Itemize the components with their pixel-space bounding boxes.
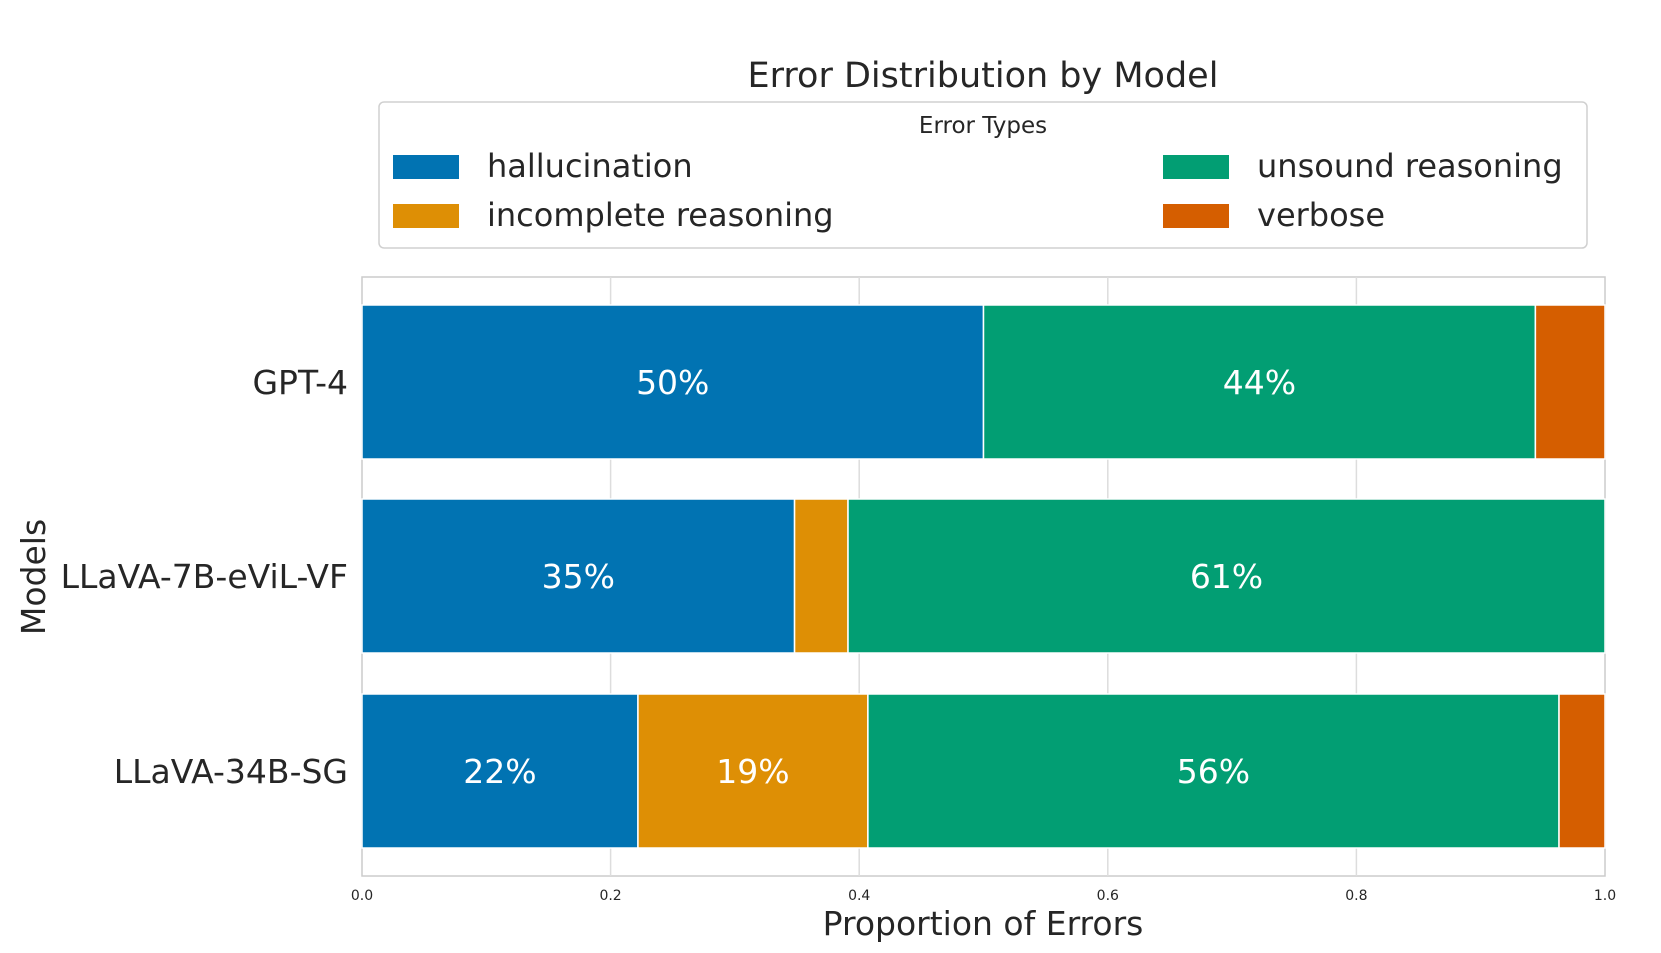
y-tick-label: GPT-4 bbox=[252, 363, 348, 402]
bar-segment bbox=[793, 498, 849, 654]
legend-label: incomplete reasoning bbox=[487, 196, 834, 234]
bar-segment bbox=[847, 498, 1606, 654]
legend-frame bbox=[378, 101, 1588, 249]
x-tick-label: 0.4 bbox=[848, 888, 870, 904]
bar-segment bbox=[1558, 693, 1606, 849]
y-axis: GPT-4 LLaVA-7B-eViL-VF LLaVA-34B-SG bbox=[61, 363, 348, 791]
x-tick-label: 1.0 bbox=[1594, 888, 1616, 904]
x-tick-label: 0.0 bbox=[351, 888, 373, 904]
bar-segment bbox=[982, 304, 1537, 460]
legend-swatch bbox=[1163, 155, 1229, 179]
bar-value-label: 22% bbox=[463, 752, 536, 791]
legend-title: Error Types bbox=[919, 113, 1047, 139]
legend-swatch bbox=[393, 155, 459, 179]
y-tick-label: LLaVA-7B-eViL-VF bbox=[61, 557, 348, 596]
legend-label: verbose bbox=[1257, 196, 1385, 234]
y-axis-label: Models bbox=[14, 519, 53, 635]
bar-segment bbox=[637, 693, 869, 849]
bar-value-label: 19% bbox=[716, 752, 789, 791]
bars bbox=[361, 304, 1606, 849]
y-tick-label: LLaVA-34B-SG bbox=[114, 752, 348, 791]
chart-title: Error Distribution by Model bbox=[748, 56, 1219, 96]
bar-value-label: 56% bbox=[1177, 752, 1250, 791]
bar-value-label: 35% bbox=[542, 557, 615, 596]
x-tick-label: 0.8 bbox=[1345, 888, 1367, 904]
bar-value-label: 50% bbox=[636, 363, 709, 402]
bar-value-label: 44% bbox=[1223, 363, 1296, 402]
bar-segment bbox=[1534, 304, 1606, 460]
bar-segment bbox=[361, 693, 639, 849]
legend-label: unsound reasoning bbox=[1257, 147, 1563, 185]
bar-value-label: 61% bbox=[1190, 557, 1263, 596]
legend-label: hallucination bbox=[487, 147, 693, 185]
plot-area: 50% 44% 35% 61% 22% 19% 56% bbox=[361, 276, 1606, 877]
legend-swatch bbox=[1163, 204, 1229, 228]
x-tick-label: 0.2 bbox=[599, 888, 621, 904]
bar-segment bbox=[361, 498, 796, 654]
legend: Error Types hallucination incomplete reas… bbox=[378, 101, 1588, 249]
bar-segment bbox=[867, 693, 1560, 849]
x-tick-label: 0.6 bbox=[1097, 888, 1119, 904]
legend-swatch bbox=[393, 204, 459, 228]
x-axis: 0.0 0.2 0.4 0.6 0.8 1.0 bbox=[351, 888, 1616, 904]
bar-segment bbox=[361, 304, 985, 460]
data-labels: 50% 44% 35% 61% 22% 19% 56% bbox=[463, 363, 1296, 791]
x-axis-label: Proportion of Errors bbox=[823, 904, 1144, 943]
